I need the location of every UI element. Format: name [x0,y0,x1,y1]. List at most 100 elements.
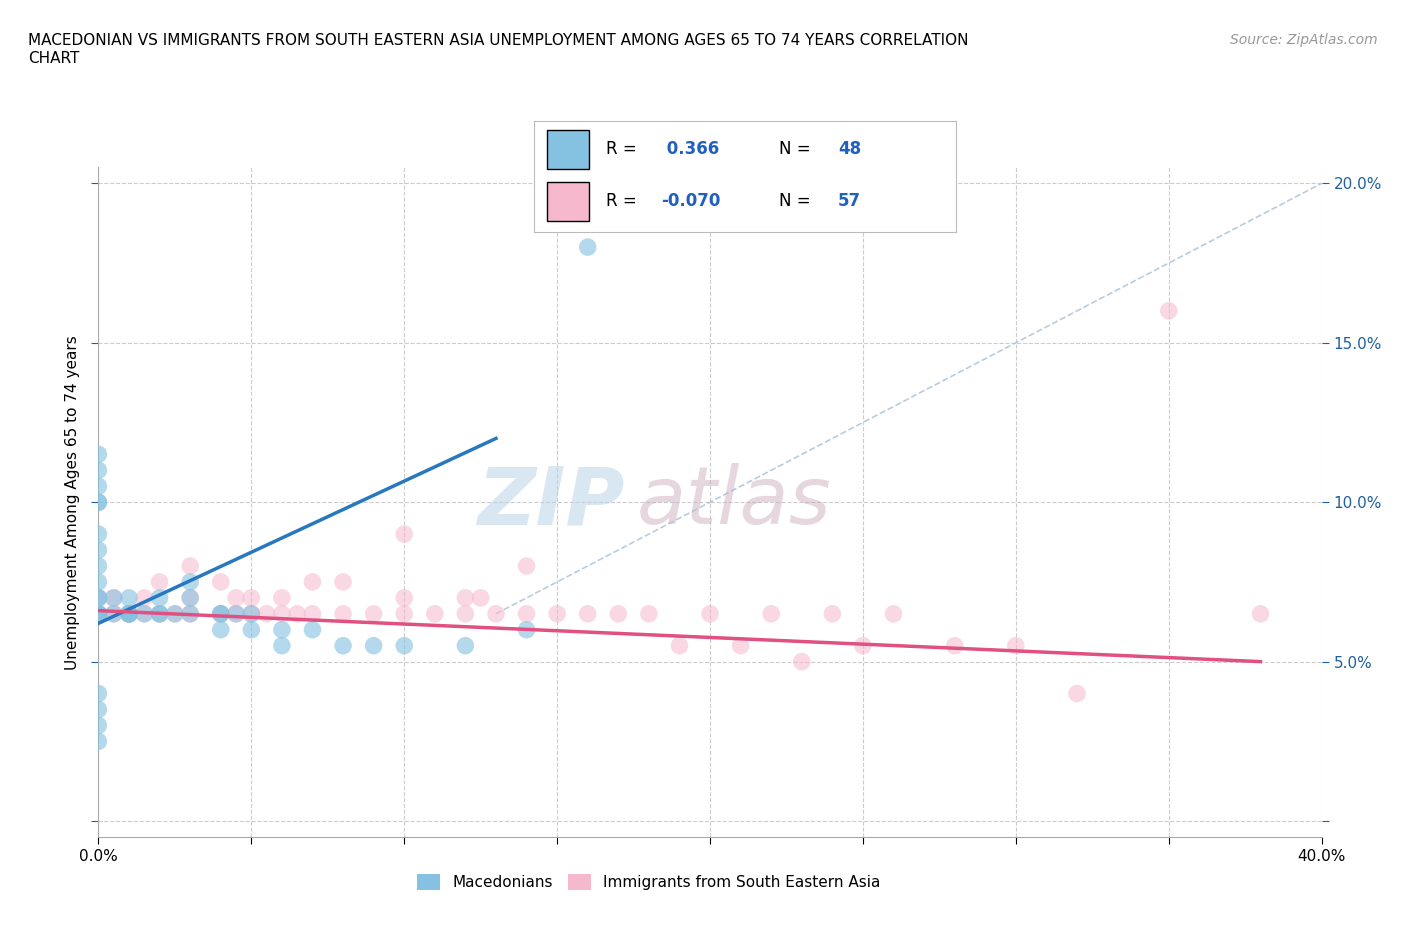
Point [668,638,690,653]
Point [179,606,201,621]
Point [943,638,966,653]
Point [332,638,354,653]
Point [87,606,110,621]
Text: 57: 57 [838,193,860,210]
Point [730,638,752,653]
Point [179,591,201,605]
Point [209,575,232,590]
Point [87,575,110,590]
Text: 0.366: 0.366 [661,140,718,158]
Point [87,495,110,510]
Point [270,622,292,637]
Point [256,606,278,621]
Point [87,686,110,701]
Point [87,606,110,621]
Point [470,591,492,605]
Point [87,718,110,733]
Point [87,495,110,510]
Point [883,606,905,621]
Point [1066,686,1088,701]
Point [149,575,172,590]
Point [821,606,844,621]
Point [87,479,110,494]
Point [149,591,172,605]
Point [163,606,186,621]
Point [118,606,141,621]
Point [454,591,477,605]
Point [392,591,416,605]
Point [87,526,110,541]
Point [225,606,247,621]
Point [103,606,125,621]
Point [301,606,323,621]
Text: ZIP: ZIP [477,463,624,541]
Point [852,638,875,653]
Point [87,606,110,621]
FancyBboxPatch shape [547,130,589,169]
Point [1249,606,1271,621]
Point [134,606,156,621]
Text: MACEDONIAN VS IMMIGRANTS FROM SOUTH EASTERN ASIA UNEMPLOYMENT AMONG AGES 65 TO 7: MACEDONIAN VS IMMIGRANTS FROM SOUTH EAST… [28,33,969,47]
Point [87,606,110,621]
Point [240,606,263,621]
Point [1004,638,1026,653]
Point [87,702,110,717]
Point [87,591,110,605]
Point [225,606,247,621]
Point [392,606,416,621]
Point [118,606,141,621]
Point [699,606,721,621]
Point [118,606,141,621]
FancyBboxPatch shape [547,182,589,221]
Point [392,638,416,653]
Point [87,734,110,749]
Text: 48: 48 [838,140,860,158]
Point [118,606,141,621]
Point [790,654,813,669]
Point [332,575,354,590]
Point [270,591,292,605]
Text: R =: R = [606,193,643,210]
Point [1157,303,1180,318]
Point [87,591,110,605]
Point [134,591,156,605]
Point [516,622,538,637]
Point [576,606,599,621]
Point [576,240,599,255]
Point [270,638,292,653]
Point [759,606,782,621]
Point [118,606,141,621]
Point [240,591,263,605]
Point [134,606,156,621]
Point [103,591,125,605]
Text: CHART: CHART [28,51,80,66]
Point [149,606,172,621]
Point [546,606,568,621]
Point [149,606,172,621]
Point [363,638,385,653]
Point [332,606,354,621]
Point [454,606,477,621]
Point [485,606,508,621]
Point [454,638,477,653]
Point [179,575,201,590]
Point [209,606,232,621]
Text: R =: R = [606,140,643,158]
Point [363,606,385,621]
Point [179,591,201,605]
Point [270,606,292,621]
Y-axis label: Unemployment Among Ages 65 to 74 years: Unemployment Among Ages 65 to 74 years [65,335,80,670]
Point [392,526,416,541]
Point [118,606,141,621]
Point [87,606,110,621]
Point [209,606,232,621]
Point [516,559,538,574]
Point [285,606,308,621]
Point [163,606,186,621]
Point [225,591,247,605]
Point [240,622,263,637]
Point [103,606,125,621]
Text: Source: ZipAtlas.com: Source: ZipAtlas.com [1230,33,1378,46]
Point [301,622,323,637]
Point [87,591,110,605]
